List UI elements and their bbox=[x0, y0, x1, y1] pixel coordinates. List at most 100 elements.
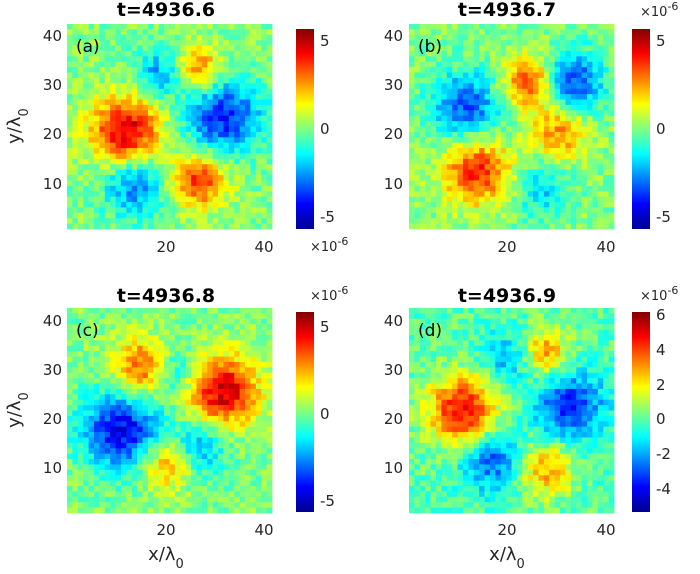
heatmap-cell bbox=[570, 50, 577, 57]
heatmap-cell bbox=[511, 137, 518, 144]
heatmap-cell bbox=[120, 83, 127, 90]
heatmap-cell bbox=[147, 50, 154, 57]
heatmap-cell bbox=[457, 308, 464, 314]
heatmap-cell bbox=[142, 421, 149, 428]
heatmap-cell bbox=[500, 169, 507, 176]
heatmap-cell bbox=[522, 191, 529, 198]
heatmap-cell bbox=[414, 218, 421, 224]
heatmap-cell bbox=[83, 453, 89, 460]
heatmap-cell bbox=[608, 153, 615, 160]
heatmap-cell bbox=[484, 94, 491, 100]
heatmap-cell bbox=[234, 88, 241, 95]
heatmap-cell bbox=[255, 61, 262, 68]
heatmap-cell bbox=[115, 388, 122, 395]
heatmap-cell bbox=[104, 40, 111, 46]
heatmap-cell bbox=[266, 212, 273, 219]
heatmap-cell bbox=[153, 367, 160, 374]
heatmap-cell bbox=[185, 67, 192, 73]
heatmap-cell bbox=[266, 378, 273, 384]
heatmap-cell bbox=[441, 77, 448, 84]
heatmap-cell bbox=[212, 126, 219, 133]
heatmap-cell bbox=[137, 50, 143, 57]
heatmap-cell bbox=[115, 507, 122, 514]
heatmap-cell bbox=[549, 50, 556, 57]
heatmap-cell bbox=[104, 191, 111, 198]
heatmap-cell bbox=[185, 207, 192, 214]
heatmap-cell bbox=[196, 202, 203, 208]
heatmap-cell bbox=[495, 115, 502, 122]
heatmap-cell bbox=[250, 308, 257, 314]
heatmap-cell bbox=[473, 410, 480, 417]
heatmap-cell bbox=[126, 378, 133, 384]
heatmap-cell bbox=[88, 185, 95, 192]
heatmap-cell bbox=[142, 340, 149, 347]
heatmap-cell bbox=[228, 72, 235, 79]
heatmap-cell bbox=[185, 383, 192, 390]
heatmap-cell bbox=[430, 448, 437, 455]
heatmap-cell bbox=[441, 67, 448, 73]
heatmap-cell bbox=[414, 196, 421, 203]
heatmap-cell bbox=[110, 313, 116, 320]
heatmap-cell bbox=[430, 67, 437, 73]
heatmap-cell bbox=[137, 88, 143, 95]
heatmap-cell bbox=[489, 185, 496, 192]
heatmap-cell bbox=[164, 158, 170, 165]
heatmap-cell bbox=[484, 426, 491, 433]
cbar-a-tick-5: 5 bbox=[320, 32, 330, 50]
heatmap-cell bbox=[212, 191, 219, 198]
heatmap-cell bbox=[88, 399, 95, 406]
heatmap-cell bbox=[452, 88, 458, 95]
heatmap-cell bbox=[93, 131, 100, 138]
heatmap-cell bbox=[191, 110, 197, 117]
heatmap-cell bbox=[414, 318, 421, 325]
heatmap-cell bbox=[266, 426, 273, 433]
heatmap-cell bbox=[164, 77, 170, 84]
heatmap-cell bbox=[261, 24, 267, 30]
heatmap-cell bbox=[239, 196, 246, 203]
heatmap-cell bbox=[250, 432, 257, 438]
heatmap-cell bbox=[142, 99, 149, 106]
heatmap-cell bbox=[587, 99, 593, 106]
heatmap-cell bbox=[137, 142, 143, 149]
heatmap-cell bbox=[104, 137, 111, 144]
heatmap-cell bbox=[158, 426, 165, 433]
heatmap-cell bbox=[185, 318, 192, 325]
heatmap-cell bbox=[500, 131, 507, 138]
heatmap-cell bbox=[495, 202, 502, 208]
heatmap-cell bbox=[419, 480, 426, 487]
heatmap-cell bbox=[576, 218, 583, 224]
heatmap-cell bbox=[131, 34, 138, 41]
heatmap-cell bbox=[212, 453, 219, 460]
heatmap-cell bbox=[446, 121, 453, 127]
heatmap-cell bbox=[83, 437, 89, 444]
heatmap-cell bbox=[131, 164, 138, 171]
heatmap-cell bbox=[131, 56, 138, 63]
heatmap-cell bbox=[88, 313, 95, 320]
heatmap-cell bbox=[489, 421, 496, 428]
heatmap-cell bbox=[489, 121, 496, 127]
heatmap-cell bbox=[72, 223, 79, 230]
heatmap-cell bbox=[174, 308, 181, 314]
heatmap-cell bbox=[500, 40, 507, 46]
heatmap-cell bbox=[446, 415, 453, 422]
heatmap-cell bbox=[196, 383, 203, 390]
heatmap-cell bbox=[180, 29, 187, 36]
heatmap-cell bbox=[93, 486, 100, 492]
heatmap-cell bbox=[67, 29, 73, 36]
heatmap-cell bbox=[174, 345, 181, 352]
heatmap-cell bbox=[468, 45, 475, 52]
heatmap-cell bbox=[527, 202, 534, 208]
heatmap-cell bbox=[67, 126, 73, 133]
heatmap-cell bbox=[457, 67, 464, 73]
heatmap-cell bbox=[484, 24, 491, 30]
heatmap-cell bbox=[597, 61, 604, 68]
heatmap-cell bbox=[115, 437, 122, 444]
heatmap-cell bbox=[570, 137, 577, 144]
heatmap-cell bbox=[489, 410, 496, 417]
heatmap-cell bbox=[266, 367, 273, 374]
heatmap-cell bbox=[414, 383, 421, 390]
heatmap-cell bbox=[457, 448, 464, 455]
heatmap-cell bbox=[549, 121, 556, 127]
heatmap-cell bbox=[419, 223, 426, 230]
heatmap-cell bbox=[196, 50, 203, 57]
